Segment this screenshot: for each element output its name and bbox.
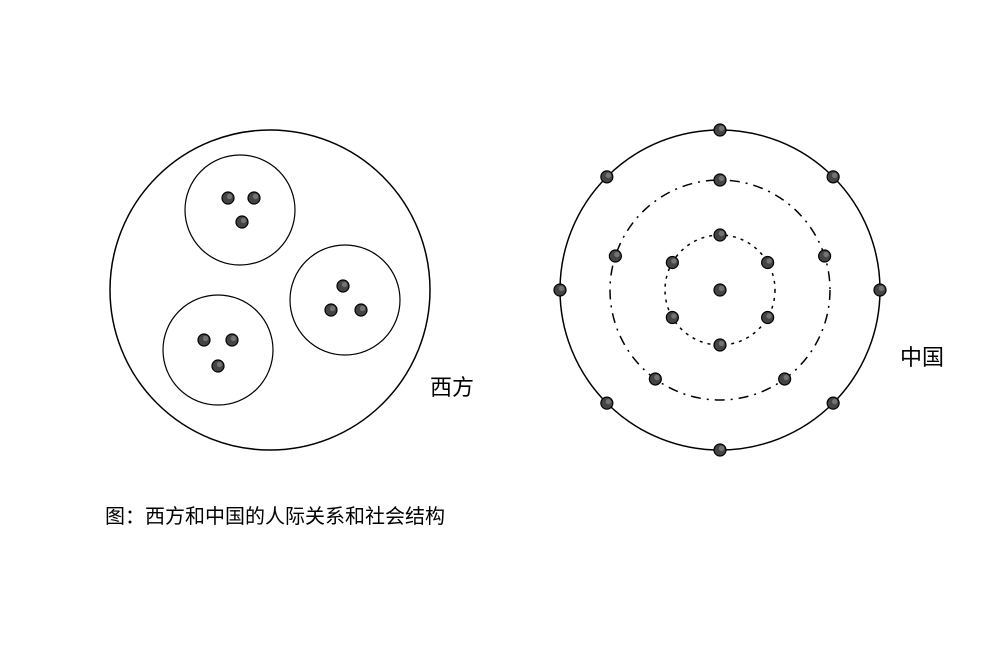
figure-caption: 图：西方和中国的人际关系和社会结构 bbox=[105, 500, 445, 529]
china-label: 中国 bbox=[900, 340, 944, 372]
diagram-svg bbox=[0, 0, 994, 648]
west-label: 西方 bbox=[430, 370, 474, 402]
